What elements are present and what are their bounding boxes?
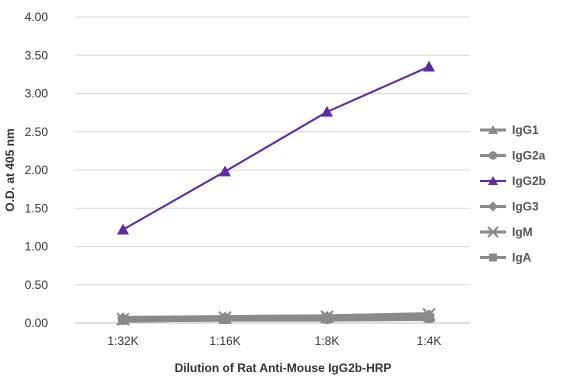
legend-label: IgM bbox=[512, 225, 533, 239]
legend-marker-igg2a bbox=[488, 151, 498, 160]
legend-marker-igg1 bbox=[488, 125, 498, 134]
data-point-iga bbox=[118, 315, 128, 325]
series-line-iga bbox=[122, 315, 430, 323]
data-point-igg2b bbox=[219, 165, 231, 177]
legend-label: IgG2a bbox=[512, 149, 546, 163]
legend-item-igg3: IgG3 bbox=[480, 200, 539, 214]
y-axis-ticks: 0.00 0.50 1.00 1.50 2.00 2.50 3.00 3.50 4.00 bbox=[25, 10, 49, 330]
legend-label: IgA bbox=[512, 251, 532, 265]
data-point-igg2b bbox=[117, 223, 129, 235]
y-tick-label: 2.00 bbox=[25, 163, 49, 177]
series-igg2b bbox=[117, 60, 435, 235]
y-tick-label: 1.00 bbox=[25, 240, 49, 254]
legend-item-igm: IgM bbox=[480, 225, 533, 239]
y-tick-label: 3.50 bbox=[25, 48, 49, 62]
series-line-igg2b bbox=[122, 65, 430, 231]
series-group bbox=[116, 60, 436, 326]
legend-item-iga: IgA bbox=[480, 251, 532, 265]
legend-item-igg1: IgG1 bbox=[480, 123, 539, 137]
y-tick-label: 3.00 bbox=[25, 87, 49, 101]
legend-marker-iga bbox=[489, 253, 497, 262]
x-tick-label: 1:8K bbox=[315, 334, 340, 348]
x-tick-label: 1:4K bbox=[417, 334, 442, 348]
data-point-iga bbox=[220, 314, 230, 324]
data-point-iga bbox=[424, 312, 434, 323]
legend: IgG1 IgG2a IgG2b IgG3 IgM IgA bbox=[480, 123, 546, 265]
legend-label: IgG1 bbox=[512, 123, 539, 137]
legend-marker-igg2b bbox=[488, 176, 498, 185]
x-tick-label: 1:16K bbox=[209, 334, 240, 348]
x-axis-title: Dilution of Rat Anti-Mouse IgG2b-HRP bbox=[175, 361, 392, 375]
x-tick-label: 1:32K bbox=[107, 334, 138, 348]
legend-item-igg2b: IgG2b bbox=[480, 174, 546, 188]
y-tick-label: 4.00 bbox=[25, 10, 49, 24]
y-axis-title: O.D. at 405 nm bbox=[3, 128, 17, 211]
legend-label: IgG3 bbox=[512, 200, 539, 214]
legend-label: IgG2b bbox=[512, 174, 546, 188]
y-tick-label: 1.50 bbox=[25, 201, 49, 215]
y-tick-label: 0.00 bbox=[25, 316, 49, 330]
data-point-iga bbox=[322, 313, 332, 324]
series-iga bbox=[118, 312, 434, 325]
legend-marker-igm bbox=[487, 226, 499, 238]
data-point-igg2b bbox=[423, 60, 435, 72]
x-axis-ticks: 1:32K 1:16K 1:8K 1:4K bbox=[107, 334, 441, 348]
y-tick-label: 0.50 bbox=[25, 278, 49, 292]
legend-item-igg2a: IgG2a bbox=[480, 149, 546, 163]
legend-marker-igg3 bbox=[488, 201, 498, 212]
gridlines bbox=[75, 16, 470, 286]
data-point-igg2b bbox=[321, 105, 333, 117]
y-tick-label: 2.50 bbox=[25, 125, 49, 139]
